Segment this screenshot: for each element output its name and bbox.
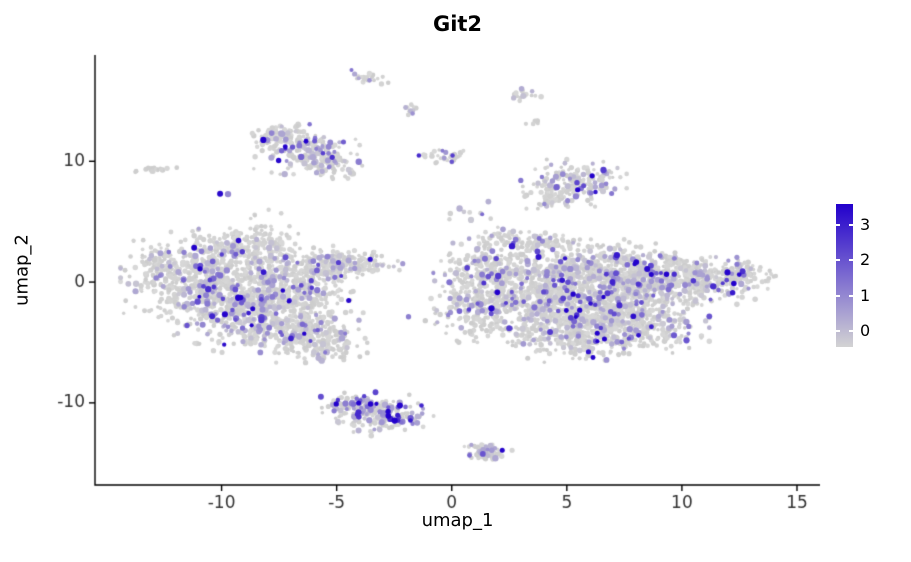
colorbar-tick-mark [849, 224, 853, 227]
colorbar-tick-mark [836, 294, 840, 297]
colorbar-legend: 0 1 2 3 [836, 204, 870, 347]
colorbar-tick-mark [849, 330, 853, 333]
colorbar-gradient [836, 204, 853, 347]
colorbar-tick-label: 2 [860, 250, 871, 270]
colorbar-tick-mark [836, 259, 840, 262]
chart-title: Git2 [432, 12, 483, 36]
colorbar-tick-mark [849, 259, 853, 262]
y-axis-title: umap_2 [11, 234, 33, 306]
colorbar-tick-label: 0 [860, 321, 871, 341]
colorbar-tick-label: 1 [860, 285, 871, 305]
colorbar-tick-label: 3 [860, 215, 871, 235]
colorbar-tick-mark [836, 330, 840, 333]
colorbar-tick-mark [849, 294, 853, 297]
colorbar-tick-mark [836, 224, 840, 227]
x-axis-title: umap_1 [421, 510, 494, 531]
